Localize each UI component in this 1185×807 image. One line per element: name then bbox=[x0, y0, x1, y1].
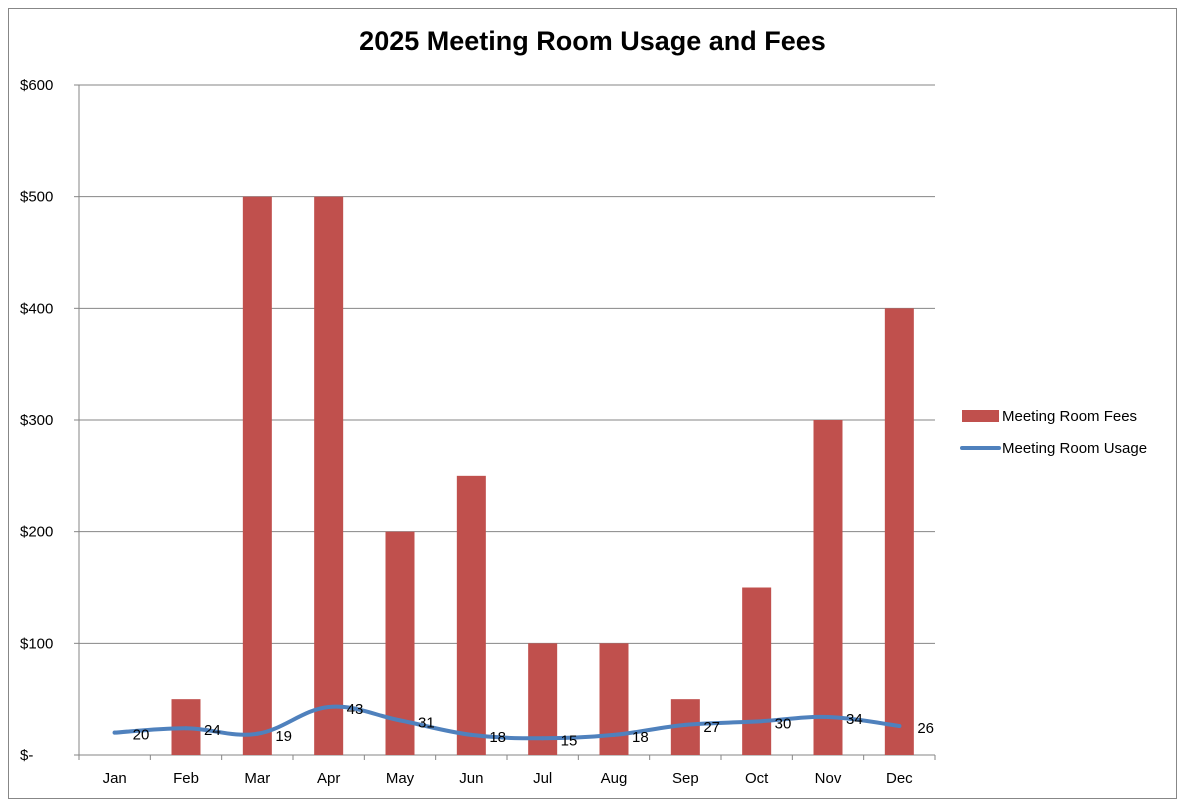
usage-data-label: 31 bbox=[418, 714, 435, 731]
usage-data-label: 34 bbox=[846, 711, 863, 728]
usage-data-label: 24 bbox=[204, 722, 221, 739]
usage-data-label: 15 bbox=[561, 732, 578, 749]
y-tick-label: $500 bbox=[20, 189, 53, 206]
usage-point bbox=[184, 726, 188, 731]
y-tick-label: $300 bbox=[20, 412, 53, 429]
usage-point bbox=[826, 715, 830, 720]
y-tick-label: $- bbox=[20, 747, 33, 764]
y-tick-label: $400 bbox=[20, 300, 53, 317]
bar bbox=[456, 475, 486, 755]
x-tick-label: Oct bbox=[745, 770, 769, 787]
usage-point bbox=[469, 732, 474, 737]
bar bbox=[242, 196, 272, 755]
x-tick-label: Sep bbox=[672, 770, 699, 787]
usage-data-label: 19 bbox=[275, 728, 292, 745]
x-tick-label: Mar bbox=[244, 770, 270, 787]
usage-data-label: 43 bbox=[347, 701, 364, 718]
x-tick-label: Aug bbox=[601, 770, 628, 787]
usage-data-label: 20 bbox=[133, 727, 150, 744]
usage-point bbox=[612, 732, 616, 737]
x-tick-label: Nov bbox=[815, 770, 842, 787]
usage-data-label: 26 bbox=[917, 720, 934, 737]
bar bbox=[813, 420, 843, 755]
x-tick-label: Apr bbox=[317, 770, 340, 787]
y-tick-label: $100 bbox=[20, 635, 53, 652]
bar bbox=[884, 308, 914, 755]
x-tick-label: May bbox=[386, 770, 415, 787]
usage-point bbox=[112, 730, 117, 735]
usage-data-label: 18 bbox=[489, 729, 506, 746]
legend-label-usage: Meeting Room Usage bbox=[1002, 440, 1147, 457]
usage-point bbox=[326, 704, 331, 709]
usage-point bbox=[398, 718, 402, 723]
chart-title: 2025 Meeting Room Usage and Fees bbox=[359, 26, 826, 56]
legend-swatch-fees bbox=[962, 410, 999, 422]
x-tick-label: Jun bbox=[459, 770, 483, 787]
usage-data-label: 18 bbox=[632, 729, 649, 746]
usage-point bbox=[540, 736, 545, 741]
usage-point bbox=[754, 719, 759, 724]
usage-point bbox=[255, 731, 260, 736]
x-tick-label: Jul bbox=[533, 770, 552, 787]
x-tick-label: Dec bbox=[886, 770, 913, 787]
legend-label-fees: Meeting Room Fees bbox=[1002, 408, 1137, 425]
usage-line bbox=[112, 704, 902, 741]
y-tick-label: $200 bbox=[20, 524, 53, 541]
x-tick-label: Jan bbox=[103, 770, 127, 787]
usage-point bbox=[683, 722, 688, 727]
chart-area bbox=[8, 8, 1177, 799]
x-tick-label: Feb bbox=[173, 770, 199, 787]
bar bbox=[314, 196, 344, 755]
y-tick-label: $600 bbox=[20, 77, 53, 94]
bar bbox=[742, 587, 772, 755]
bar bbox=[599, 643, 629, 755]
usage-data-label: 30 bbox=[775, 716, 792, 733]
usage-point bbox=[897, 723, 902, 728]
usage-data-label: 27 bbox=[703, 719, 720, 736]
